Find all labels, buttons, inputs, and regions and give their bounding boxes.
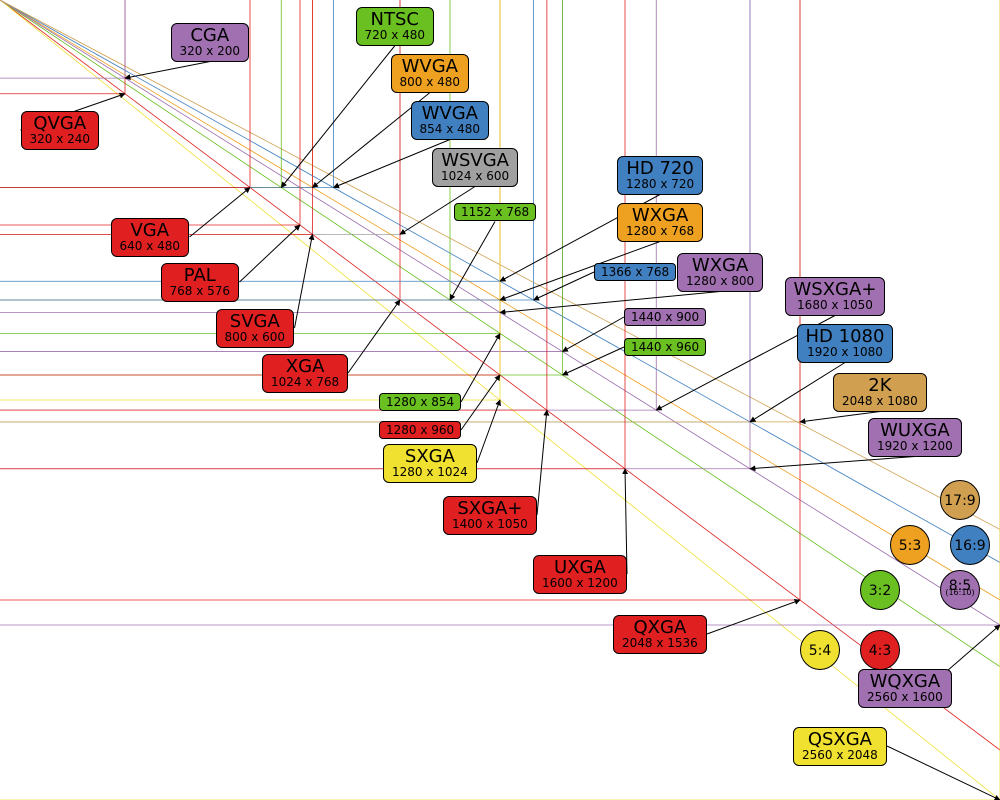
vga-label: VGA640 x 480 [111, 218, 190, 257]
resolution-name: QSXGA [802, 731, 878, 750]
resolution-name: WXGA [686, 257, 754, 276]
wvga-label: WVGA854 x 480 [411, 101, 490, 140]
resolution-size: 1920 x 1200 [877, 440, 953, 453]
resolution-size: 1680 x 1050 [794, 299, 877, 312]
res-1152x768-label: 1152 x 768 [454, 203, 536, 222]
resolution-size: 1280 x 768 [626, 225, 694, 238]
resolution-size: 320 x 200 [180, 45, 241, 58]
resolution-size: 2048 x 1080 [842, 395, 918, 408]
resolution-diagram: 4:33:25:45:38:5(16:10)16:917:9QVGA320 x … [0, 0, 1000, 800]
pal-label: PAL768 x 576 [161, 263, 240, 302]
resolution-name: WSVGA [441, 152, 509, 171]
sxga+-label: SXGA+1400 x 1050 [443, 496, 537, 535]
uxga-label: UXGA1600 x 1200 [533, 555, 627, 594]
resolution-name: WQXGA [867, 673, 943, 692]
wsxga+-label: WSXGA+1680 x 1050 [785, 277, 886, 316]
resolution-size: 1280 x 800 [686, 275, 754, 288]
resolution-name: WUXGA [877, 422, 953, 441]
aspect-ratio-3-2: 3:2 [860, 570, 900, 610]
resolution-name: HD 1080 [806, 328, 885, 347]
resolution-name: QVGA [30, 115, 91, 134]
resolution-size: 640 x 480 [120, 240, 181, 253]
cga-label: CGA320 x 200 [171, 23, 250, 62]
resolution-size: 1400 x 1050 [452, 518, 528, 531]
wxga-label: WXGA1280 x 768 [617, 203, 703, 242]
resolution-name: UXGA [542, 559, 618, 578]
resolution-size: 1024 x 768 [271, 376, 339, 389]
qvga-label: QVGA320 x 240 [21, 111, 100, 150]
resolution-size: 768 x 576 [170, 285, 231, 298]
hd-1080-label: HD 10801920 x 1080 [797, 324, 894, 363]
resolution-name: CGA [180, 27, 241, 46]
resolution-size: 800 x 480 [400, 76, 461, 89]
resolution-name: WSXGA+ [794, 281, 877, 300]
resolution-size: 1280 x 1024 [392, 466, 468, 479]
wuxga-label: WUXGA1920 x 1200 [868, 418, 962, 457]
resolution-size: 1024 x 600 [441, 170, 509, 183]
res-1280x960-label: 1280 x 960 [379, 421, 461, 440]
wvga-label: WVGA800 x 480 [391, 54, 470, 93]
resolution-size: 1600 x 1200 [542, 577, 618, 590]
resolution-name: QXGA [622, 619, 698, 638]
resolution-name: HD 720 [626, 160, 694, 179]
resolution-size: 1280 x 960 [386, 424, 454, 437]
resolution-name: PAL [170, 267, 231, 286]
resolution-name: SXGA+ [452, 500, 528, 519]
resolution-size: 2048 x 1536 [622, 637, 698, 650]
hd-720-label: HD 7201280 x 720 [617, 156, 703, 195]
resolution-size: 1152 x 768 [461, 206, 529, 219]
resolution-size: 1440 x 900 [631, 311, 699, 324]
aspect-ratio-5-3: 5:3 [890, 525, 930, 565]
resolution-size: 1366 x 768 [601, 266, 669, 279]
svga-label: SVGA800 x 600 [216, 309, 295, 348]
resolution-name: SXGA [392, 448, 468, 467]
resolution-name: VGA [120, 222, 181, 241]
wxga-label: WXGA1280 x 800 [677, 253, 763, 292]
resolution-size: 1440 x 960 [631, 341, 699, 354]
2k-label: 2K2048 x 1080 [833, 373, 927, 412]
res-1440x960-label: 1440 x 960 [624, 338, 706, 357]
resolution-name: WXGA [626, 207, 694, 226]
resolution-name: NTSC [365, 11, 426, 30]
resolution-size: 1280 x 720 [626, 178, 694, 191]
resolution-size: 1920 x 1080 [806, 346, 885, 359]
resolution-size: 2560 x 1600 [867, 691, 943, 704]
qsxga-label: QSXGA2560 x 2048 [793, 727, 887, 766]
sxga-label: SXGA1280 x 1024 [383, 444, 477, 483]
resolution-name: 2K [842, 377, 918, 396]
aspect-ratio-17-9: 17:9 [940, 480, 980, 520]
ntsc-label: NTSC720 x 480 [356, 7, 435, 46]
resolution-name: WVGA [400, 58, 461, 77]
resolution-size: 854 x 480 [420, 123, 481, 136]
resolution-name: WVGA [420, 105, 481, 124]
resolution-size: 320 x 240 [30, 133, 91, 146]
aspect-ratio-8-5: 8:5(16:10) [940, 570, 980, 610]
xga-label: XGA1024 x 768 [262, 354, 348, 393]
aspect-ratio-4-3: 4:3 [860, 630, 900, 670]
res-1440x900-label: 1440 x 900 [624, 308, 706, 327]
resolution-size: 720 x 480 [365, 29, 426, 42]
aspect-ratio-16-9: 16:9 [950, 525, 990, 565]
wqxga-label: WQXGA2560 x 1600 [858, 669, 952, 708]
resolution-name: XGA [271, 358, 339, 377]
res-1366x768-label: 1366 x 768 [594, 263, 676, 282]
aspect-ratio-5-4: 5:4 [800, 630, 840, 670]
qxga-label: QXGA2048 x 1536 [613, 615, 707, 654]
resolution-size: 800 x 600 [225, 331, 286, 344]
resolution-name: SVGA [225, 313, 286, 332]
resolution-size: 1280 x 854 [386, 396, 454, 409]
res-1280x854-label: 1280 x 854 [379, 393, 461, 412]
resolution-size: 2560 x 2048 [802, 749, 878, 762]
wsvga-label: WSVGA1024 x 600 [432, 148, 518, 187]
